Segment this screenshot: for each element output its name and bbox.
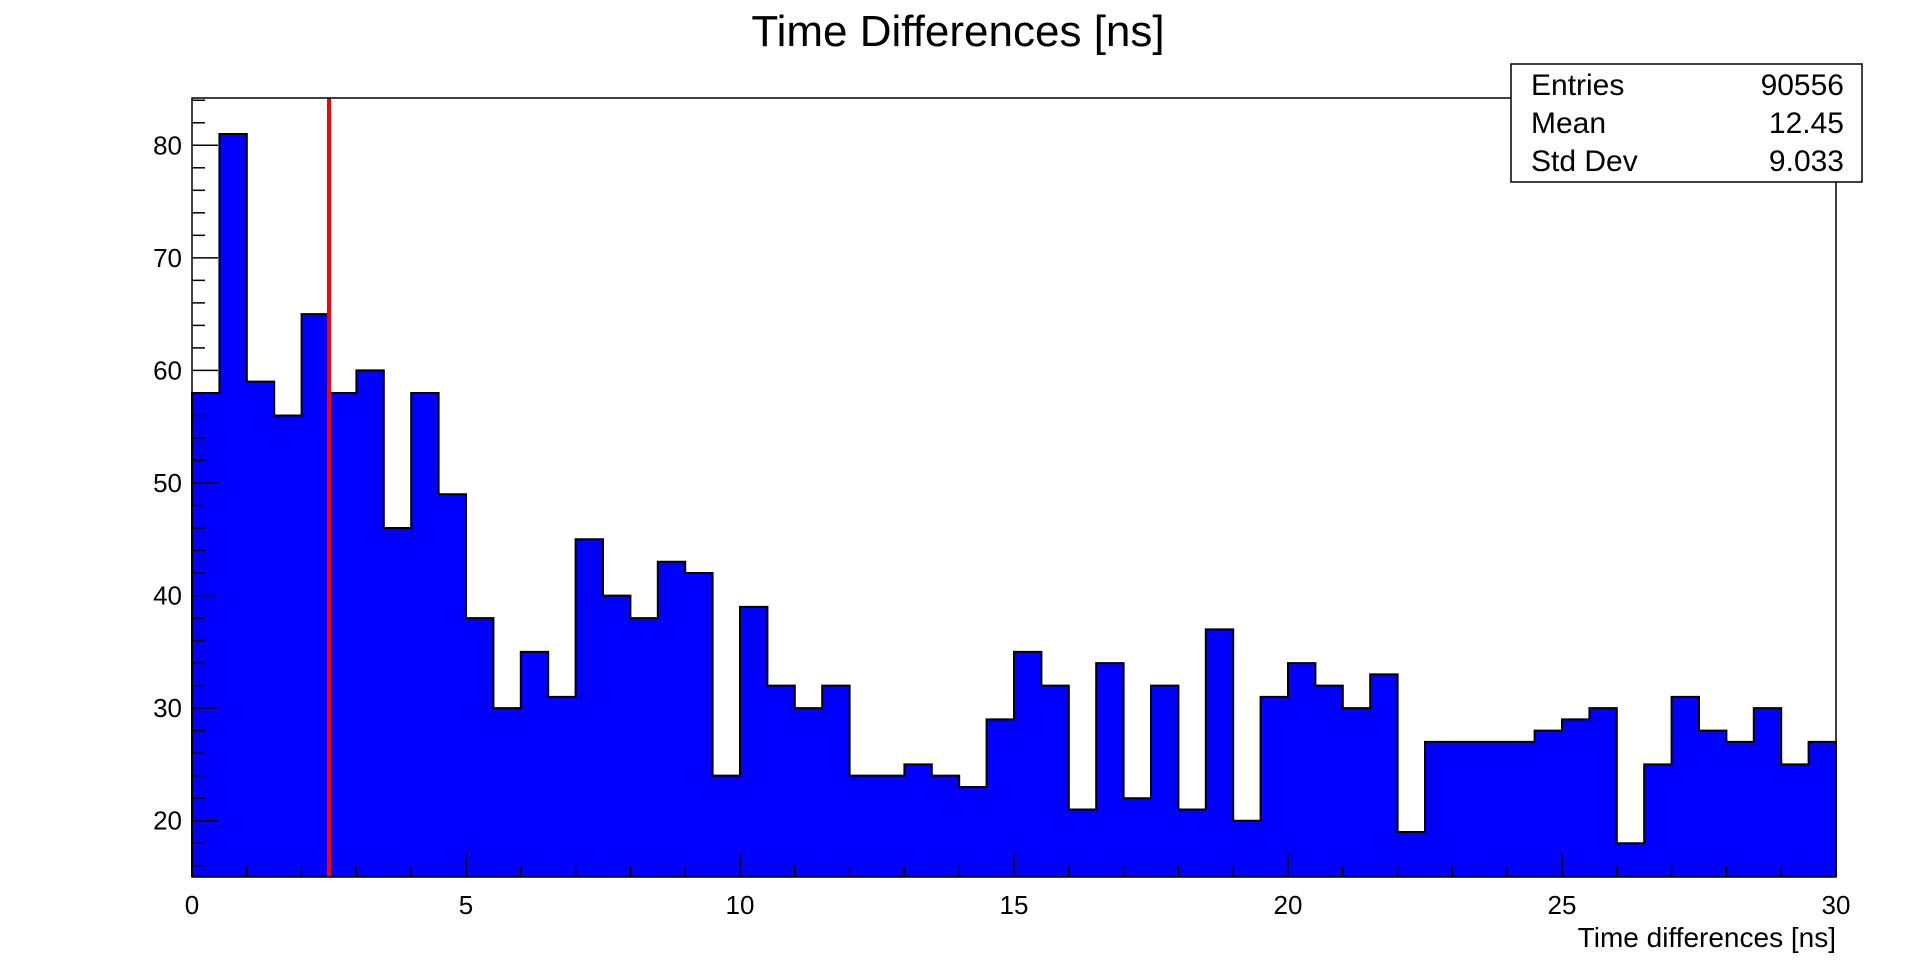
histogram-bar [1123, 798, 1152, 877]
stats-label: Std Dev [1531, 145, 1638, 178]
x-tick-label: 30 [1822, 890, 1851, 920]
y-tick-label: 60 [153, 355, 182, 385]
histogram-bar [1781, 764, 1810, 877]
histogram-bar [1096, 663, 1125, 877]
histogram-bar [1808, 741, 1837, 877]
histogram-bar [1315, 685, 1344, 877]
histogram-bar [630, 618, 659, 877]
histogram-bar [1014, 651, 1042, 877]
histogram-bar [1178, 809, 1207, 877]
x-tick-label: 20 [1274, 890, 1303, 920]
histogram-bar [219, 134, 248, 877]
stats-value: 90556 [1761, 69, 1844, 102]
histogram-bar [1425, 741, 1453, 877]
x-tick-label: 10 [726, 890, 755, 920]
histogram-bar [657, 561, 686, 877]
histogram-bar [904, 764, 933, 877]
y-tick-label: 50 [153, 468, 182, 498]
histogram-bar [1397, 831, 1426, 877]
histogram-bar [712, 775, 741, 877]
histogram-bar [466, 618, 494, 877]
histogram-bar [1562, 719, 1590, 877]
stats-label: Mean [1531, 107, 1606, 140]
histogram-bar [301, 314, 330, 877]
histogram-bar [548, 696, 577, 877]
histogram-bar [767, 685, 796, 877]
stats-box: Entries 90556 Mean 12.45 Std Dev 9.033 [1510, 63, 1863, 183]
histogram-bar [1068, 809, 1097, 877]
stats-box-frame [1510, 63, 1863, 183]
histogram-bar [1260, 696, 1289, 877]
y-tick-label: 80 [153, 130, 182, 160]
chart-title: Time Differences [ns] [751, 7, 1164, 56]
histogram-bar [1370, 674, 1399, 877]
histogram-bar [685, 573, 714, 877]
histogram-bar [1452, 741, 1481, 877]
x-tick-label: 15 [1000, 890, 1029, 920]
histogram-bar [877, 775, 905, 877]
y-tick-label: 30 [153, 693, 182, 723]
histogram-bar [794, 708, 823, 877]
histogram-bar [740, 606, 768, 877]
histogram-bar [1753, 708, 1782, 877]
histogram-bar [246, 381, 275, 877]
histogram-bar [822, 685, 851, 877]
histogram-bar [1041, 685, 1070, 877]
histogram-bar [493, 708, 522, 877]
histogram-bar [603, 595, 631, 877]
histogram-bar [1151, 685, 1179, 877]
histogram-bar [1534, 730, 1563, 877]
x-axis-title: Time differences [ns] [1578, 922, 1836, 953]
histogram-bar [1616, 843, 1645, 877]
histogram-bar [411, 392, 440, 877]
histogram-bar [520, 651, 549, 877]
histogram-bar [438, 494, 467, 877]
stats-value: 12.45 [1769, 107, 1844, 140]
histogram-bar [575, 539, 604, 877]
histogram-bar [959, 786, 988, 877]
histogram-bar [1507, 741, 1536, 877]
histogram-bar [1205, 629, 1234, 877]
histogram-bar [274, 415, 303, 877]
y-tick-label: 20 [153, 806, 182, 836]
x-tick-label: 5 [459, 890, 473, 920]
histogram-bar [356, 370, 385, 877]
histogram-bar [192, 392, 220, 877]
y-axis: 20 30 40 50 60 70 80 [153, 99, 218, 867]
histogram-bar [1479, 741, 1508, 877]
y-tick-label: 40 [153, 581, 182, 611]
histogram-bar [986, 719, 1015, 877]
histogram-bar [383, 528, 412, 877]
histogram-bar [1699, 730, 1727, 877]
histogram-bars [192, 134, 1837, 877]
histogram-bar [1233, 820, 1262, 877]
x-axis: 0 5 10 15 20 25 30 [185, 853, 1851, 920]
y-tick-label: 70 [153, 243, 182, 273]
histogram-outline [191, 133, 1837, 877]
histogram-bar [1726, 741, 1755, 877]
histogram-bar [931, 775, 960, 877]
histogram-bar [1589, 708, 1618, 877]
histogram-bar [849, 775, 878, 877]
stats-value: 9.033 [1769, 145, 1844, 178]
x-tick-label: 0 [185, 890, 199, 920]
histogram-bar [329, 392, 357, 877]
stats-label: Entries [1531, 69, 1624, 102]
x-tick-label: 25 [1548, 890, 1577, 920]
histogram-bar [1644, 764, 1673, 877]
histogram-bar [1288, 663, 1316, 877]
histogram-bar [1342, 708, 1371, 877]
histogram-bar [1671, 696, 1700, 877]
